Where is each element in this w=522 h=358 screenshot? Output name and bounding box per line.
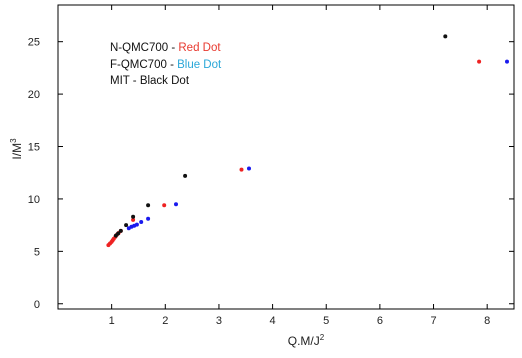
legend-entry-color-label: Blue Dot bbox=[177, 59, 222, 71]
data-point-series-1 bbox=[146, 216, 151, 221]
data-point-series-0 bbox=[239, 167, 244, 172]
x-tick-label: 3 bbox=[216, 315, 222, 327]
data-point-series-1 bbox=[139, 220, 144, 224]
y-tick-label: 0 bbox=[34, 299, 40, 311]
axis-ticks bbox=[58, 5, 514, 309]
y-tick-label: 25 bbox=[28, 37, 40, 49]
x-tick-labels: 1 2 3 4 5 6 7 8 bbox=[109, 315, 491, 327]
data-point-series-2 bbox=[131, 214, 136, 219]
legend-entry-f-qmc700: F-QMC700 - Blue Dot bbox=[110, 59, 222, 71]
x-tick-label: 4 bbox=[270, 315, 276, 327]
y-axis-label-base: I/M bbox=[10, 143, 24, 160]
legend-entry-mit: MIT - Black Dot bbox=[110, 75, 190, 87]
data-point-series-2 bbox=[183, 173, 188, 178]
y-tick-label: 5 bbox=[34, 246, 40, 258]
data-point-series-2 bbox=[146, 203, 151, 208]
plot-area bbox=[57, 4, 515, 310]
data-point-series-2 bbox=[118, 228, 123, 233]
y-tick-label: 20 bbox=[28, 89, 40, 101]
x-tick-label: 2 bbox=[162, 315, 168, 327]
data-points bbox=[106, 34, 509, 248]
data-point-series-1 bbox=[247, 166, 251, 171]
data-point-series-0 bbox=[477, 59, 482, 64]
x-tick-label: 7 bbox=[430, 315, 436, 327]
x-axis-label-exponent: 2 bbox=[320, 333, 325, 342]
legend-entry-name: F-QMC700 - bbox=[110, 59, 177, 71]
legend-entry-n-qmc700: N-QMC700 - Red Dot bbox=[110, 42, 221, 54]
legend-entry-color-label: Red Dot bbox=[178, 42, 221, 54]
y-tick-labels: 0 5 10 15 20 25 bbox=[28, 37, 40, 311]
data-point-series-0 bbox=[162, 203, 167, 208]
x-tick-label: 5 bbox=[323, 315, 329, 327]
legend-entry-color-label: Black Dot bbox=[140, 75, 190, 87]
legend-entry-name: MIT - bbox=[110, 75, 140, 87]
data-point-series-1 bbox=[174, 202, 178, 207]
y-axis-label-exponent: 3 bbox=[9, 138, 18, 143]
x-axis-label: Q.M/J2 bbox=[288, 333, 325, 348]
y-tick-label: 10 bbox=[28, 194, 40, 206]
data-point-series-2 bbox=[124, 223, 129, 228]
data-point-series-0 bbox=[131, 217, 136, 222]
legend-entry-name: N-QMC700 - bbox=[110, 42, 178, 54]
legend: N-QMC700 - Red Dot F-QMC700 - Blue Dot M… bbox=[110, 42, 222, 87]
y-tick-label: 15 bbox=[28, 142, 40, 154]
data-point-series-1 bbox=[505, 59, 509, 64]
data-point-series-2 bbox=[443, 34, 448, 39]
x-tick-label: 6 bbox=[377, 315, 383, 327]
x-axis-label-base: Q.M/J bbox=[288, 334, 320, 348]
data-point-series-1 bbox=[134, 222, 139, 227]
y-axis-label: I/M3 bbox=[9, 138, 24, 160]
x-tick-label: 1 bbox=[109, 315, 115, 327]
x-tick-label: 8 bbox=[484, 315, 490, 327]
data-point-series-2 bbox=[116, 231, 121, 236]
